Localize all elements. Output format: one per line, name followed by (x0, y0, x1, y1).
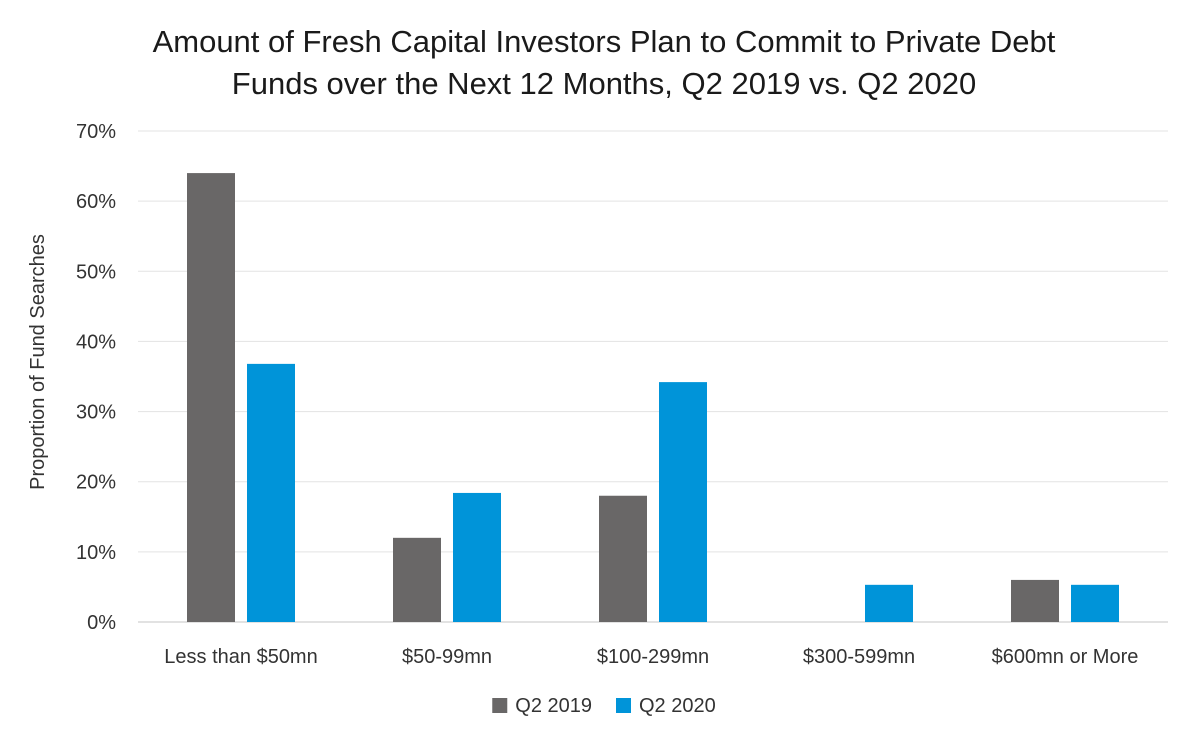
legend-label-q2-2020: Q2 2020 (639, 695, 716, 717)
legend: Q2 2019 Q2 2020 (492, 695, 716, 717)
x-tick-label: Less than $50mn (164, 646, 317, 668)
x-tick-label: $300-599mn (803, 646, 915, 668)
bar-q2-2020-100-299mn (659, 382, 707, 622)
x-tick-label: $600mn or More (992, 646, 1139, 668)
bar-q2-2019-50-99mn (393, 537, 441, 622)
legend-item-q2-2019: Q2 2019 (492, 695, 592, 717)
gridlines (138, 130, 1168, 623)
y-tick-label: 0% (87, 612, 116, 634)
legend-swatch-q2-2019 (492, 698, 508, 713)
bar-q2-2020-300-599mn (865, 584, 913, 622)
legend-label-q2-2019: Q2 2019 (515, 695, 592, 717)
bar-q2-2019-600mn-or-more (1011, 579, 1059, 622)
chart-title-line-1: Amount of Fresh Capital Investors Plan t… (153, 24, 1056, 59)
y-axis-title: Proportion of Fund Searches (27, 234, 49, 490)
y-axis-ticks: 0% 10% 20% 30% 40% 50% 60% 70% (76, 121, 116, 634)
bar-q2-2020-600mn-or-more (1071, 584, 1119, 622)
bar-q2-2020-less-than-50mn (247, 363, 295, 622)
bars (187, 173, 1119, 623)
chart-title: Amount of Fresh Capital Investors Plan t… (153, 24, 1056, 101)
y-tick-label: 30% (76, 402, 116, 424)
y-tick-label: 10% (76, 542, 116, 564)
x-axis-ticks: Less than $50mn $50-99mn $100-299mn $300-59… (164, 646, 1138, 668)
y-tick-label: 20% (76, 472, 116, 494)
x-tick-label: $50-99mn (402, 646, 492, 668)
x-tick-label: $100-299mn (597, 646, 709, 668)
y-tick-label: 70% (76, 121, 116, 143)
legend-item-q2-2020: Q2 2020 (616, 695, 716, 717)
y-tick-label: 40% (76, 331, 116, 353)
legend-swatch-q2-2020 (616, 698, 631, 713)
y-tick-label: 60% (76, 191, 116, 213)
bar-q2-2019-less-than-50mn (187, 173, 235, 623)
y-tick-label: 50% (76, 261, 116, 283)
bar-q2-2019-100-299mn (599, 495, 647, 622)
chart-title-line-2: Funds over the Next 12 Months, Q2 2019 v… (232, 66, 976, 101)
bar-q2-2020-50-99mn (453, 492, 501, 622)
